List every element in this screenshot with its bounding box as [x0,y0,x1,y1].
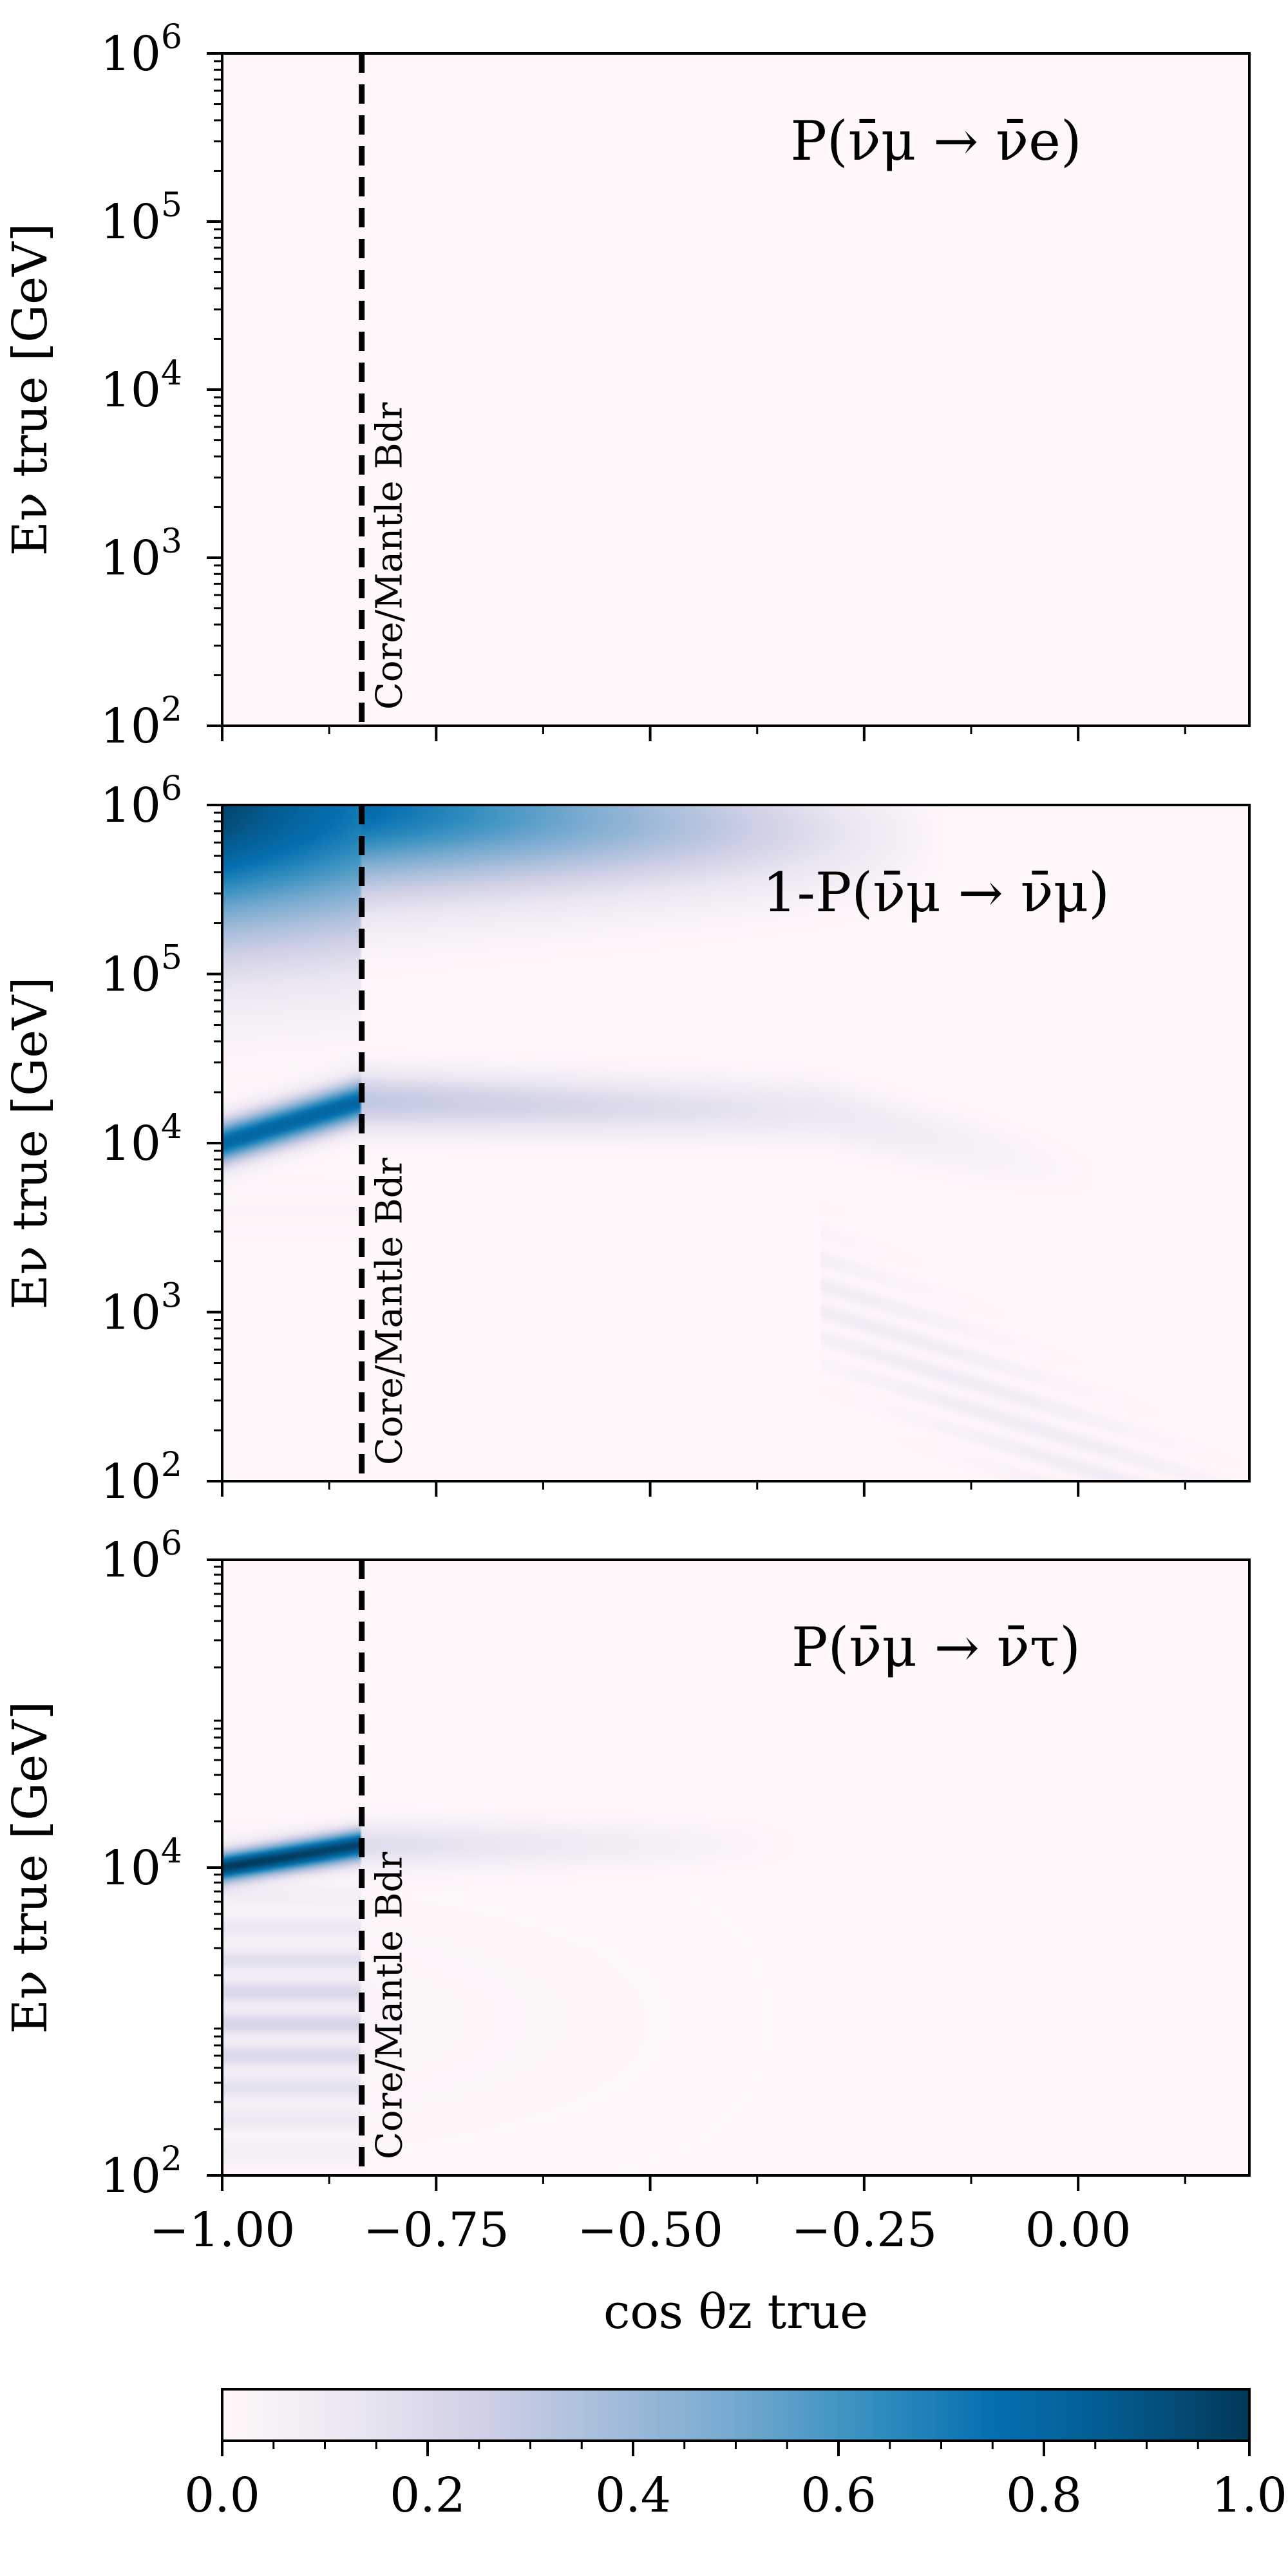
colorbar-tick-label: 0.2 [390,2468,466,2523]
core-mantle-boundary-label: Core/Mantle Bdr [369,1158,411,1465]
heatmap-panel-3 [222,1560,1249,2175]
x-tick-label: 0.00 [1025,2202,1132,2258]
y-tick-label: 102 [100,690,182,754]
heatmap-panel-2 [222,805,1249,1481]
core-mantle-boundary-label: Core/Mantle Bdr [369,1852,411,2159]
y-tick-label: 102 [100,1446,182,1510]
y-axis-label: Eν true [GeV] [3,977,58,1310]
colorbar [221,2388,1251,2442]
y-axis-label: Eν true [GeV] [3,223,58,556]
x-tick-label: −1.00 [149,2202,296,2258]
y-tick-label: 105 [100,186,182,250]
y-tick-label: 106 [100,770,182,833]
y-tick-label: 104 [100,1108,182,1171]
colorbar-tick-label: 0.6 [800,2468,876,2523]
y-tick-label: 104 [100,354,182,418]
colorbar-tick-label: 0.8 [1006,2468,1082,2523]
x-tick-label: −0.75 [363,2202,509,2258]
x-axis-label: cos θz true [603,2284,868,2340]
y-tick-label: 102 [100,2140,182,2204]
y-axis-label: Eν true [GeV] [3,1701,58,2034]
colorbar-tick-label: 0.0 [184,2468,260,2523]
y-tick-label: 104 [100,1832,182,1896]
y-tick-label: 106 [100,1524,182,1588]
x-tick-label: −0.50 [577,2202,723,2258]
y-tick-label: 103 [100,522,182,586]
core-mantle-boundary-label: Core/Mantle Bdr [369,402,411,710]
y-tick-label: 106 [100,18,182,82]
x-tick-label: −0.25 [791,2202,937,2258]
panel-title: 1-P(ν̄μ → ν̄μ) [762,861,1110,924]
colorbar-tick-label: 0.4 [595,2468,671,2523]
colorbar-tick-label: 1.0 [1211,2468,1287,2523]
heatmap-panel-1 [222,53,1249,726]
panel-title: P(ν̄μ → ν̄e) [790,109,1081,173]
y-tick-label: 103 [100,1277,182,1341]
y-tick-label: 105 [100,939,182,1003]
panel-title: P(ν̄μ → ν̄τ) [791,1616,1081,1679]
